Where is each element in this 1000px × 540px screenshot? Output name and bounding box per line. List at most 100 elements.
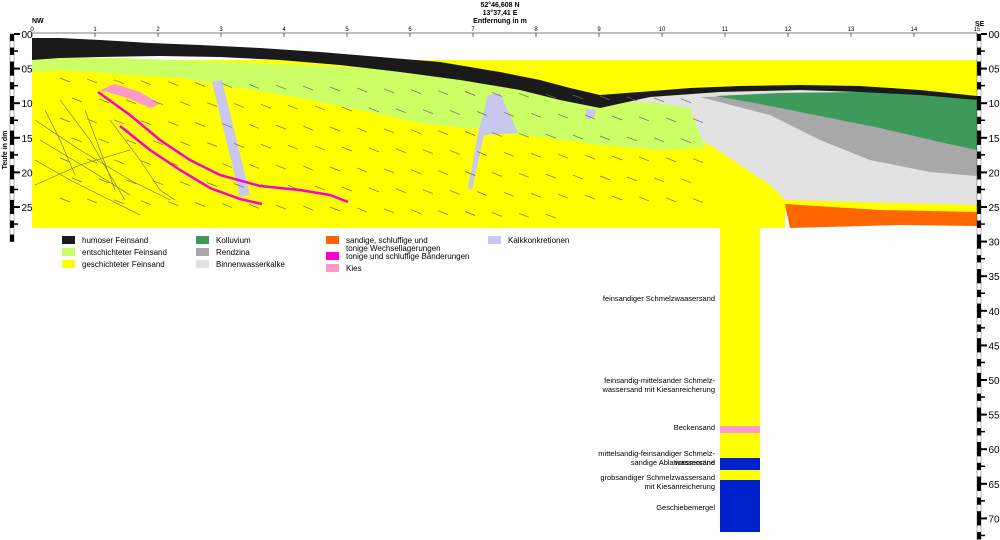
depth-scale-block (976, 359, 982, 367)
depth-scale-block (976, 33, 982, 42)
legend-item: Kalkkonkretionen (488, 236, 569, 245)
hatch-mark (368, 187, 380, 193)
hatch-mark (599, 95, 611, 101)
depth-scale-block (9, 33, 15, 42)
depth-minor-tick (981, 396, 985, 398)
depth-major-tick (14, 102, 20, 105)
depth-scale-block (976, 421, 982, 429)
hatch-mark (179, 101, 191, 106)
hatch-mark (356, 127, 368, 133)
depth-scale-block (976, 262, 982, 270)
depth-scale-block (976, 476, 982, 484)
hatch-mark (275, 164, 287, 170)
hatch-mark (140, 80, 152, 86)
borehole-label: Geschiebemergel (656, 503, 715, 512)
legend-label: Kolluvium (216, 236, 251, 245)
depth-scale-block (9, 61, 15, 69)
depth-tick-label: 10 (988, 99, 1000, 110)
depth-scale-block (976, 338, 982, 346)
hatch-mark (302, 165, 314, 171)
depth-minor-tick (981, 465, 985, 467)
depth-major-tick (14, 206, 20, 208)
hatch-mark (98, 138, 110, 144)
depth-minor-tick (14, 50, 18, 52)
borehole-mittelsandig (720, 433, 760, 458)
depth-major-tick (981, 33, 987, 35)
hatch-mark (341, 186, 353, 192)
depth-minor-tick (981, 154, 985, 156)
depth-scale-block (976, 165, 982, 173)
depth-scale-segment: 20 (9, 168, 33, 208)
depth-tick-label: 70 (988, 514, 1000, 525)
depth-minor-tick (981, 119, 985, 121)
depth-scale-block (976, 206, 982, 215)
hatch-mark (437, 170, 449, 175)
borehole-label: feinsandiger Schmelzwaasersand (603, 294, 715, 303)
hatch-mark (503, 112, 515, 117)
depth-minor-tick (981, 500, 985, 502)
hatch-mark (260, 183, 272, 189)
kalkkonkretion-2 (468, 93, 518, 190)
depth-scale-block (9, 40, 15, 48)
hatch-mark (260, 103, 272, 109)
depth-minor-tick (14, 84, 18, 87)
legend-swatch (488, 236, 501, 244)
depth-scale-block (9, 137, 15, 145)
legend-label: humoser Feinsand (82, 236, 148, 245)
distance-tick-label: 10 (659, 27, 666, 33)
layer-wechsellagerungen (785, 204, 977, 228)
depth-scale-segment: 10 (9, 99, 33, 138)
depth-scale-block (976, 296, 982, 305)
hatch-mark (86, 78, 98, 84)
depth-scale-block (976, 82, 982, 90)
hatch-mark (491, 132, 503, 137)
depth-scale-block (976, 151, 982, 159)
depth-scale-block (976, 400, 982, 408)
depth-major-tick (981, 517, 987, 520)
hatch-mark (545, 133, 557, 139)
hatch-mark (167, 81, 179, 86)
depth-tick-label: 25 (21, 203, 33, 214)
depth-tick-label: 15 (21, 134, 33, 145)
depth-minor-tick (981, 50, 985, 52)
depth-scale-segment: 35 (976, 272, 1000, 311)
distance-tick-label: 5 (345, 27, 349, 33)
hatch-mark (653, 137, 665, 143)
hatch-mark (71, 97, 83, 103)
depth-scale-block (976, 414, 982, 422)
depth-scale-segment: 00 (976, 30, 1000, 69)
depth-major-tick (14, 171, 20, 174)
hatch-mark (368, 107, 380, 113)
depth-scale-block (9, 179, 15, 187)
depth-scale-block (976, 193, 982, 201)
hatch-mark (680, 98, 692, 104)
depth-scale-block (976, 525, 982, 533)
depth-tick-label: 15 (988, 134, 1000, 145)
hatch-mark (206, 102, 218, 107)
hatch-mark (530, 152, 542, 158)
distance-tick-label: 13 (848, 27, 855, 33)
tonig-band-1 (97, 90, 349, 204)
hatch-mark (476, 111, 488, 116)
header-distance-label: Entfernung in m (473, 18, 527, 25)
depth-scale-segment: 15 (976, 134, 1000, 173)
legend-swatch (326, 264, 339, 272)
depth-minor-tick (981, 223, 985, 225)
hatch-mark (692, 158, 704, 164)
hatch-mark (221, 163, 233, 168)
depth-axis-label: Teufe in dm (2, 131, 9, 170)
depth-scale-block (976, 483, 982, 491)
hatch-mark (572, 94, 584, 100)
depth-scale-block (976, 462, 982, 471)
distance-tick-label: 3 (219, 27, 223, 33)
hatch-mark (530, 112, 542, 118)
hatch-mark (422, 149, 434, 155)
depth-scale-segment: 15 (9, 134, 33, 173)
depth-minor-tick (981, 361, 985, 364)
depth-tick-label: 05 (21, 65, 33, 76)
legend-item: geschichteter Feinsand (62, 260, 165, 269)
depth-scale-block (976, 276, 982, 284)
hatch-mark (113, 119, 125, 125)
